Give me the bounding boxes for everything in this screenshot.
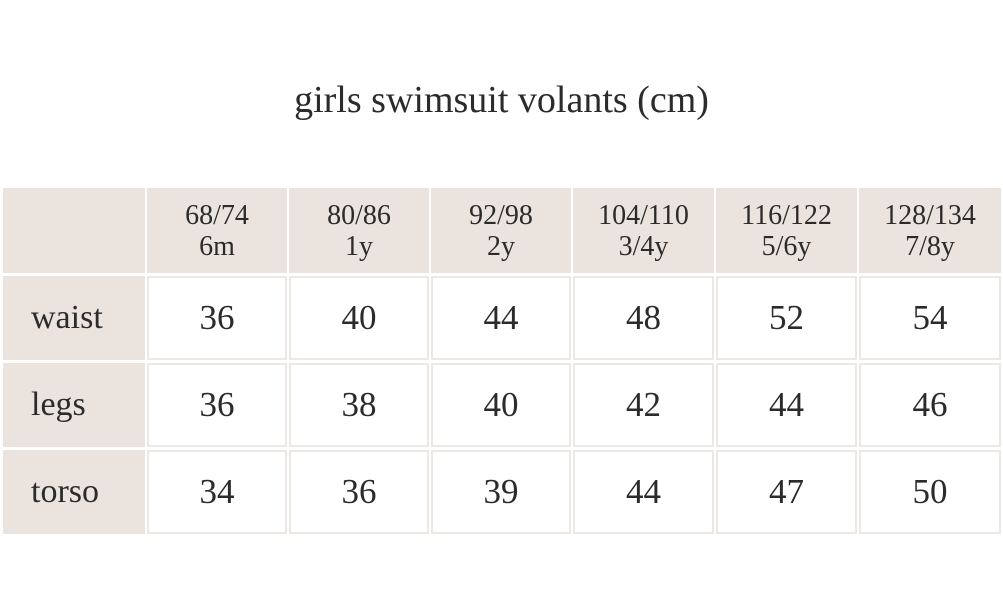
value-cell: 44 <box>431 276 571 360</box>
measurement: 48 <box>626 298 661 337</box>
measurement: 52 <box>769 298 804 337</box>
header-cell: 92/98 2y <box>431 188 571 273</box>
value-cell: 46 <box>859 363 1001 447</box>
size-range: 104/110 <box>598 199 689 231</box>
size-range: 68/74 <box>185 199 249 231</box>
measurement: 36 <box>199 385 235 424</box>
measurement: 39 <box>483 472 519 511</box>
age-label: 2y <box>487 230 515 262</box>
measurement: 54 <box>912 298 948 337</box>
size-range: 128/134 <box>884 199 976 231</box>
measurement: 40 <box>341 298 377 337</box>
measurement: 44 <box>483 298 519 337</box>
size-range: 92/98 <box>469 199 533 231</box>
value-cell: 40 <box>431 363 571 447</box>
measurement: 44 <box>769 385 804 424</box>
value-cell: 52 <box>716 276 857 360</box>
age-label: 3/4y <box>618 230 669 262</box>
header-cell: 104/110 3/4y <box>573 188 714 273</box>
value-cell: 47 <box>716 450 857 534</box>
value-cell: 42 <box>573 363 714 447</box>
table-title: girls swimsuit volants (cm) <box>294 79 709 121</box>
measurement: 44 <box>626 472 661 511</box>
value-cell: 36 <box>289 450 429 534</box>
value-cell: 48 <box>573 276 714 360</box>
age-label: 5/6y <box>761 230 812 262</box>
value-cell: 44 <box>573 450 714 534</box>
age-label: 6m <box>199 230 235 262</box>
age-label: 1y <box>345 230 373 262</box>
size-range: 80/86 <box>327 199 391 231</box>
value-cell: 36 <box>147 276 287 360</box>
value-cell: 39 <box>431 450 571 534</box>
value-cell: 34 <box>147 450 287 534</box>
value-cell: 54 <box>859 276 1001 360</box>
measurement: 34 <box>199 472 235 511</box>
measurement: 38 <box>341 385 377 424</box>
row-label-cell: waist <box>3 276 145 360</box>
header-cell: 80/86 1y <box>289 188 429 273</box>
value-cell: 44 <box>716 363 857 447</box>
header-cell: 128/134 7/8y <box>859 188 1001 273</box>
size-range: 116/122 <box>741 199 832 231</box>
value-cell: 50 <box>859 450 1001 534</box>
row-label: legs <box>31 386 86 423</box>
measurement: 47 <box>769 472 804 511</box>
measurement: 40 <box>483 385 519 424</box>
row-label: waist <box>31 299 103 336</box>
age-label: 7/8y <box>905 230 955 262</box>
measurement: 50 <box>912 472 948 511</box>
value-cell: 38 <box>289 363 429 447</box>
measurement: 36 <box>341 472 377 511</box>
value-cell: 36 <box>147 363 287 447</box>
corner-cell <box>3 188 145 273</box>
measurement: 46 <box>912 385 948 424</box>
header-cell: 116/122 5/6y <box>716 188 857 273</box>
row-label-cell: legs <box>3 363 145 447</box>
measurement: 42 <box>626 385 661 424</box>
header-cell: 68/74 6m <box>147 188 287 273</box>
row-label-cell: torso <box>3 450 145 534</box>
measurement: 36 <box>199 298 235 337</box>
value-cell: 40 <box>289 276 429 360</box>
row-label: torso <box>31 473 99 510</box>
